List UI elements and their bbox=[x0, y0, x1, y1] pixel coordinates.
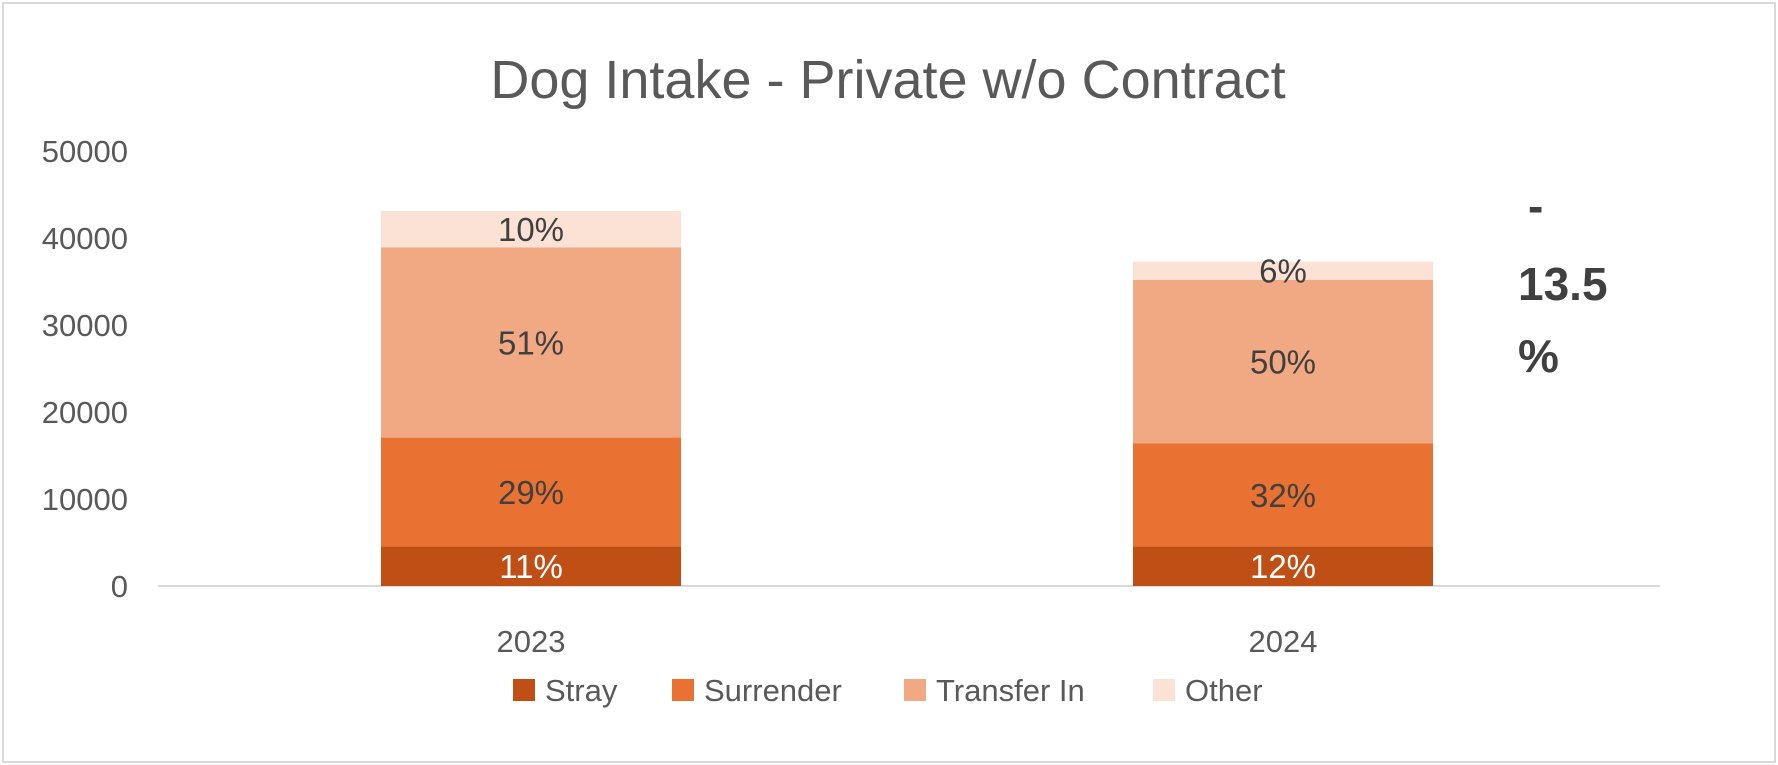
bar-segment-transfer-in bbox=[381, 247, 681, 438]
change-annotation: - 13.5 % bbox=[1518, 180, 1608, 382]
x-axis: 2023 2024 bbox=[497, 624, 1318, 659]
data-label: 50% bbox=[1250, 343, 1316, 380]
y-tick-label: 20000 bbox=[42, 395, 128, 430]
bar-segment-surrender bbox=[1133, 443, 1433, 547]
data-label: 6% bbox=[1259, 253, 1307, 290]
legend-swatch bbox=[672, 679, 694, 701]
annotation-line: 13.5 bbox=[1518, 258, 1608, 310]
legend-label: Other bbox=[1185, 673, 1263, 708]
y-tick-label: 50000 bbox=[42, 134, 128, 169]
data-label: 29% bbox=[498, 474, 564, 511]
legend-label: Stray bbox=[545, 673, 618, 708]
bar-segment-stray bbox=[1133, 546, 1433, 586]
y-tick-label: 30000 bbox=[42, 308, 128, 343]
data-label: 10% bbox=[498, 211, 564, 248]
data-label: 12% bbox=[1250, 548, 1316, 585]
legend: Stray Surrender Transfer In Other bbox=[513, 673, 1263, 708]
legend-swatch bbox=[513, 679, 535, 701]
x-tick-label: 2024 bbox=[1249, 624, 1318, 659]
annotation-line: % bbox=[1518, 330, 1559, 382]
legend-swatch bbox=[904, 679, 926, 701]
bar-segment-transfer-in bbox=[1133, 279, 1433, 444]
data-label: 51% bbox=[498, 324, 564, 361]
data-label: 32% bbox=[1250, 477, 1316, 514]
data-label: 11% bbox=[499, 548, 563, 585]
legend-swatch bbox=[1153, 679, 1175, 701]
bar-segment-surrender bbox=[381, 437, 681, 547]
legend-label: Surrender bbox=[704, 673, 842, 708]
bar-segment-stray bbox=[381, 546, 681, 586]
legend-label: Transfer In bbox=[936, 673, 1085, 708]
y-tick-label: 0 bbox=[111, 569, 128, 604]
y-tick-label: 40000 bbox=[42, 221, 128, 256]
x-tick-label: 2023 bbox=[497, 624, 566, 659]
bar-segment-other bbox=[1133, 261, 1433, 280]
y-tick-label: 10000 bbox=[42, 482, 128, 517]
annotation-line: - bbox=[1528, 180, 1543, 232]
bars: 11% 29% 51% 10% 12% 32% 50% 6% bbox=[381, 211, 1433, 586]
bar-segment-other bbox=[381, 211, 681, 248]
chart-title: Dog Intake - Private w/o Contract bbox=[490, 50, 1285, 110]
